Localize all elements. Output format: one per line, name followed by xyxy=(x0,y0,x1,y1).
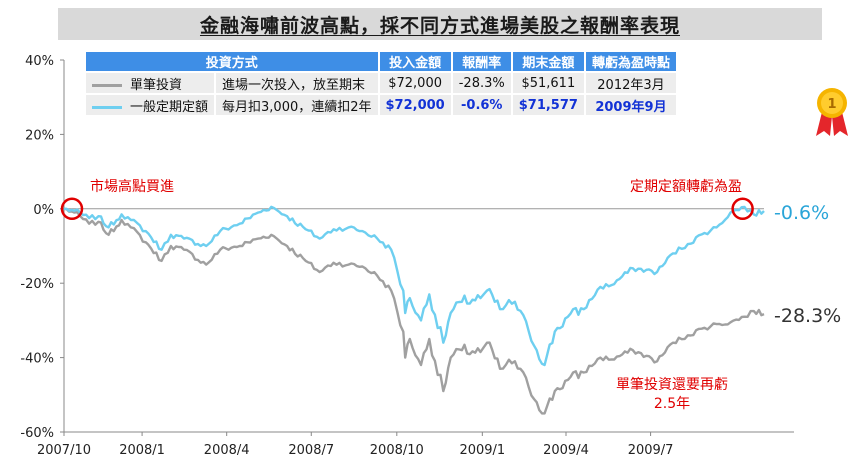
row-method: 每月扣3,000，連續扣2年 xyxy=(216,95,378,115)
y-tick-label: 20% xyxy=(25,128,54,143)
header-method: 投資方式 xyxy=(86,52,378,71)
annotation-start: 市場高點買進 xyxy=(90,178,174,195)
series-line-dca xyxy=(64,205,765,367)
y-tick-label: 40% xyxy=(25,54,54,69)
x-tick-label: 2008/4 xyxy=(204,443,250,458)
x-tick-label: 2008/7 xyxy=(288,443,334,458)
series-line-lump-sum xyxy=(63,207,765,415)
legend-row-lump-sum: 單筆投資 進場一次投入，放至期末 $72,000 -28.3% $51,611 … xyxy=(86,73,676,93)
breakeven-marker-circle xyxy=(731,197,754,221)
row-name-cell: 單筆投資 xyxy=(86,73,215,93)
x-tick-label: 2008/1 xyxy=(119,443,165,458)
lump-sum-swatch xyxy=(92,83,122,87)
y-tick-label: -60% xyxy=(20,426,54,441)
legend-row-dca: 一般定期定額 每月扣3,000，連續扣2年 $72,000 -0.6% $71,… xyxy=(86,95,676,115)
row-return: -0.6% xyxy=(452,95,511,115)
row-method: 進場一次投入，放至期末 xyxy=(216,73,378,93)
annotation-lump-recover-2: 2.5年 xyxy=(654,396,690,412)
x-tick-label: 2007/10 xyxy=(37,443,91,458)
chart-title-bar: 金融海嘯前波高點，採不同方式進場美股之報酬率表現 xyxy=(58,8,822,40)
legend-header-row: 投資方式 投入金額 報酬率 期末金額 轉虧為盈時點 xyxy=(86,52,676,71)
svg-text:1: 1 xyxy=(827,97,836,112)
start-marker-circle xyxy=(60,197,84,221)
row-invested: $72,000 xyxy=(379,73,451,93)
annotation-lump-recover-1: 單筆投資還要再虧 xyxy=(616,377,728,393)
final-label-dca: -0.6% xyxy=(774,202,829,224)
legend-table: 投資方式 投入金額 報酬率 期末金額 轉虧為盈時點 單筆投資 進場一次投入，放至… xyxy=(84,50,678,117)
row-name-cell: 一般定期定額 xyxy=(86,95,215,115)
row-breakeven: 2009年9月 xyxy=(585,95,676,115)
header-final: 期末金額 xyxy=(512,52,584,71)
y-tick-label: -20% xyxy=(20,277,54,292)
row-return: -28.3% xyxy=(452,73,511,93)
row-final: $51,611 xyxy=(512,73,584,93)
x-tick-label: 2009/4 xyxy=(543,443,589,458)
header-return: 報酬率 xyxy=(452,52,511,71)
header-breakeven: 轉虧為盈時點 xyxy=(585,52,676,71)
gold-medal-icon: 1 xyxy=(816,88,848,136)
final-label-lump-sum: -28.3% xyxy=(774,305,841,327)
row-final: $71,577 xyxy=(512,95,584,115)
row-breakeven: 2012年3月 xyxy=(585,73,676,93)
header-invested: 投入金額 xyxy=(379,52,451,71)
y-tick-label: -40% xyxy=(20,352,54,367)
x-tick-label: 2009/1 xyxy=(459,443,505,458)
x-tick-label: 2008/10 xyxy=(370,443,424,458)
row-name: 一般定期定額 xyxy=(130,99,209,115)
dca-swatch xyxy=(92,105,122,109)
annotation-breakeven: 定期定額轉虧為盈 xyxy=(630,179,742,195)
row-invested: $72,000 xyxy=(379,95,451,115)
chart-title: 金融海嘯前波高點，採不同方式進場美股之報酬率表現 xyxy=(199,14,680,37)
row-name: 單筆投資 xyxy=(130,77,183,93)
y-tick-label: 0% xyxy=(33,203,54,218)
x-tick-label: 2009/7 xyxy=(628,443,674,458)
